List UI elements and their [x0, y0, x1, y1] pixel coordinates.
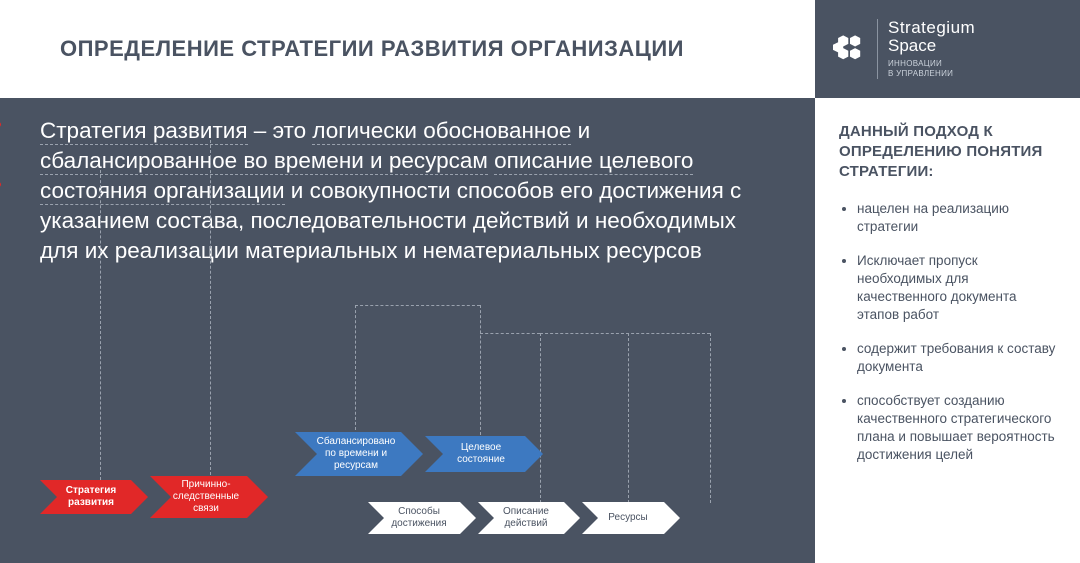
sidebar-list: нацелен на реализацию стратегии Исключае…	[839, 200, 1060, 464]
chevron-c2: Причинно-следственные связи	[150, 476, 268, 518]
logo-tagline: ИННОВАЦИИВ УПРАВЛЕНИИ	[888, 59, 975, 79]
logo-text: Strategium Space ИННОВАЦИИВ УПРАВЛЕНИИ	[877, 19, 975, 79]
flow-diagram: Стратегия развитияПричинно-следственные …	[40, 360, 795, 545]
sidebar-bullet: нацелен на реализацию стратегии	[857, 200, 1060, 236]
sidebar-panel: ДАННЫЙ ПОДХОД К ОПРЕДЕЛЕНИЮ ПОНЯТИЯ СТРА…	[815, 98, 1080, 563]
slide: ОПРЕДЕЛЕНИЕ СТРАТЕГИИ РАЗВИТИЯ ОРГАНИЗАЦ…	[0, 0, 1080, 563]
sidebar-bullet: содержит требования к составу документа	[857, 340, 1060, 376]
content-area: Стратегия развития – это логически обосн…	[0, 98, 815, 563]
chevron-c1: Стратегия развития	[40, 480, 148, 514]
hexagon-cluster-icon	[833, 32, 867, 66]
chevron-c4: Целевое состояние	[425, 436, 543, 472]
connector	[628, 333, 629, 503]
marker-dot	[0, 122, 1, 127]
logo-area: Strategium Space ИННОВАЦИИВ УПРАВЛЕНИИ	[815, 0, 1080, 98]
sidebar-bullet: способствует созданию качественного стра…	[857, 392, 1060, 464]
logo-brand-2: Space	[888, 37, 975, 55]
connector	[100, 170, 101, 480]
connector	[355, 305, 480, 306]
chevron-c6: Описание действий	[478, 502, 580, 534]
connector	[210, 140, 211, 475]
chevron-c7: Ресурсы	[582, 502, 680, 534]
connector	[355, 305, 356, 430]
definition-lead: Стратегия развития	[40, 118, 248, 145]
main-column: ОПРЕДЕЛЕНИЕ СТРАТЕГИИ РАЗВИТИЯ ОРГАНИЗАЦ…	[0, 0, 815, 563]
sidebar-title: ДАННЫЙ ПОДХОД К ОПРЕДЕЛЕНИЮ ПОНЯТИЯ СТРА…	[839, 122, 1060, 182]
logo-brand-1: Strategium	[888, 19, 975, 37]
sidebar-bullet: Исключает пропуск необходимых для качест…	[857, 252, 1060, 324]
connector	[710, 333, 711, 503]
definition-paragraph: Стратегия развития – это логически обосн…	[40, 116, 775, 266]
t0: – это	[248, 118, 313, 143]
page-title: ОПРЕДЕЛЕНИЕ СТРАТЕГИИ РАЗВИТИЯ ОРГАНИЗАЦ…	[60, 36, 684, 62]
marker-dot	[0, 182, 1, 187]
chevron-c3: Сбалансировано по времени и ресурсам	[295, 432, 423, 476]
header: ОПРЕДЕЛЕНИЕ СТРАТЕГИИ РАЗВИТИЯ ОРГАНИЗАЦ…	[0, 0, 815, 98]
t1: логически обоснованное	[312, 118, 571, 145]
connector	[480, 305, 481, 435]
connector	[480, 333, 540, 334]
connector	[540, 333, 541, 503]
t2: и	[571, 118, 590, 143]
connector	[540, 333, 710, 334]
side-column: Strategium Space ИННОВАЦИИВ УПРАВЛЕНИИ Д…	[815, 0, 1080, 563]
chevron-c5: Способы достижения	[368, 502, 476, 534]
t3: сбалансированное во времени и ресурсам	[40, 148, 488, 175]
